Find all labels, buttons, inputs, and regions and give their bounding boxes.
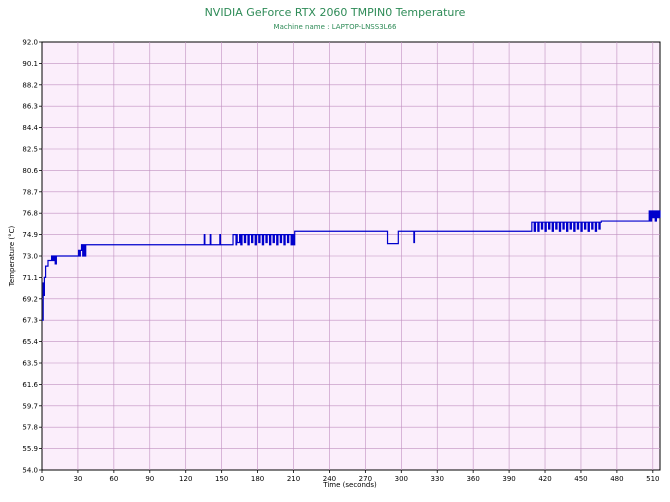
y-tick-label: 57.8 (22, 424, 38, 432)
y-tick-label: 73.0 (22, 253, 38, 261)
x-tick-label: 120 (179, 475, 192, 483)
y-axis-title: Temperature (°C) (8, 226, 16, 288)
x-tick-label: 360 (466, 475, 479, 483)
x-tick-label: 240 (323, 475, 336, 483)
y-tick-label: 82.5 (22, 146, 38, 154)
x-tick-label: 300 (395, 475, 408, 483)
x-axis-title: Time (seconds) (322, 481, 377, 489)
y-tick-label: 92.0 (22, 39, 38, 47)
grid (42, 42, 660, 470)
y-tick-label: 59.7 (22, 402, 38, 410)
y-tick-label: 61.6 (22, 381, 38, 389)
x-tick-label: 510 (646, 475, 659, 483)
x-tick-label: 150 (215, 475, 228, 483)
y-tick-label: 76.8 (22, 210, 38, 218)
x-tick-label: 210 (287, 475, 300, 483)
y-tick-label: 63.5 (22, 360, 38, 368)
y-tick-label: 86.3 (22, 103, 38, 111)
x-tick-label: 0 (40, 475, 44, 483)
y-tick-label: 84.4 (22, 124, 38, 132)
y-tick-label: 90.1 (22, 60, 38, 68)
x-tick-label: 30 (73, 475, 82, 483)
x-tick-label: 390 (502, 475, 515, 483)
y-tick-label: 88.2 (22, 81, 38, 89)
x-axis: 0 30 60 90 120 150 180 210 240 270 300 330 360 390 420… (40, 470, 660, 483)
x-tick-label: 450 (574, 475, 587, 483)
x-tick-label: 330 (431, 475, 444, 483)
y-tick-label: 80.6 (22, 167, 38, 175)
series-line-0 (42, 210, 661, 321)
y-tick-label: 69.2 (22, 295, 38, 303)
y-tick-label: 71.1 (22, 274, 38, 282)
y-tick-label: 54.0 (22, 467, 38, 475)
chart-title: NVIDIA GeForce RTX 2060 TMPIN0 Temperatu… (205, 6, 466, 19)
x-tick-label: 270 (359, 475, 372, 483)
x-tick-label: 420 (538, 475, 551, 483)
y-tick-label: 67.3 (22, 317, 38, 325)
y-tick-label: 55.9 (22, 445, 38, 453)
x-tick-label: 480 (610, 475, 623, 483)
x-tick-label: 60 (109, 475, 118, 483)
y-tick-label: 65.4 (22, 338, 38, 346)
x-tick-label: 90 (145, 475, 154, 483)
x-tick-label: 180 (251, 475, 264, 483)
y-axis: 54.0 55.9 57.8 59.7 61.6 63.5 65.4 67.3 69.2 71.1… (22, 39, 42, 475)
y-tick-label: 74.9 (22, 231, 38, 239)
y-tick-label: 78.7 (22, 188, 38, 196)
chart-subtitle: Machine name : LAPTOP-LNSS3L66 (274, 23, 397, 31)
series-line (42, 210, 661, 321)
